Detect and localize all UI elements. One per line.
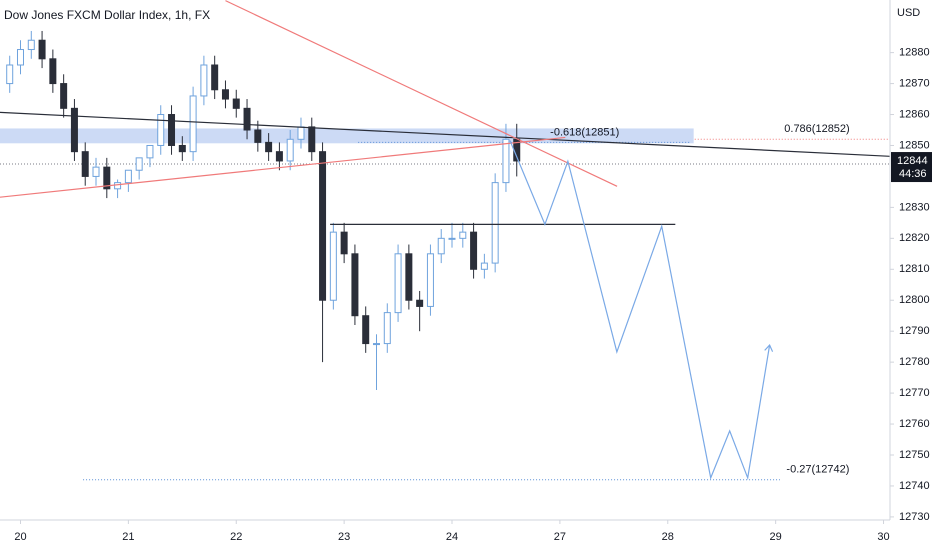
candle-body (502, 138, 510, 184)
candle-body (211, 64, 219, 91)
y-tick-label: 12850 (899, 139, 930, 151)
candle-body (351, 253, 359, 317)
y-tick-label: 12830 (899, 201, 930, 213)
candle-body (92, 166, 100, 177)
candle-body (329, 231, 337, 301)
y-tick-label: 12730 (899, 511, 930, 523)
candle-body (394, 253, 402, 314)
y-tick-label: 12820 (899, 232, 930, 244)
x-tick-label: 20 (14, 531, 26, 543)
x-tick-label: 21 (122, 531, 134, 543)
candle-body (114, 182, 122, 190)
candle-body (189, 95, 197, 153)
candle-body (243, 107, 251, 131)
candle-body (459, 231, 467, 239)
candle-body (372, 343, 380, 346)
candle-body (221, 89, 229, 100)
candle-body (437, 237, 445, 255)
candle-body (286, 138, 294, 162)
candle-body (470, 231, 478, 270)
candle-body (275, 151, 283, 162)
trend-line (225, 0, 618, 187)
candle-body (6, 64, 14, 85)
candle-body (416, 299, 424, 307)
candle-body (168, 114, 176, 146)
trend-line (0, 136, 566, 198)
fib-label: 0.786(12852) (784, 123, 849, 135)
candle-body (178, 144, 186, 153)
x-tick-label: 27 (554, 531, 566, 543)
countdown: 44:36 (899, 168, 927, 180)
x-tick-label: 28 (662, 531, 674, 543)
y-tick-label: 12880 (899, 47, 930, 59)
y-tick-label: 12750 (899, 449, 930, 461)
y-tick-label: 12860 (899, 108, 930, 120)
projection-path (509, 140, 774, 481)
candle-body (448, 237, 456, 240)
candle-body (135, 157, 143, 171)
price-tag (891, 152, 932, 183)
y-tick-label: 12810 (899, 263, 930, 275)
fib-label: -0.27(12742) (786, 464, 849, 476)
candle-body (16, 49, 24, 66)
candle-body (81, 151, 89, 177)
candle-body (146, 144, 154, 159)
y-tick-label: 12790 (899, 325, 930, 337)
candle-body (426, 253, 434, 307)
candle-body (38, 39, 46, 60)
x-tick-label: 22 (230, 531, 242, 543)
y-tick-label: 12740 (899, 480, 930, 492)
candle-body (362, 315, 370, 345)
y-axis-label: USD (897, 7, 920, 19)
candle-body (297, 126, 305, 140)
candle-body (319, 151, 327, 301)
fib-label: -0.618(12851) (550, 126, 619, 138)
y-tick-label: 12780 (899, 356, 930, 368)
candle-body (70, 107, 78, 153)
candle-body (103, 166, 111, 190)
candle-body (383, 312, 391, 345)
candle-body (27, 39, 35, 51)
candle-body (124, 169, 132, 184)
y-tick-label: 12870 (899, 77, 930, 89)
candle-body (480, 262, 488, 270)
price-tag-value: 12844 (897, 155, 928, 167)
chart-title: Dow Jones FXCM Dollar Index, 1h, FX (4, 8, 210, 22)
x-tick-label: 29 (770, 531, 782, 543)
candle-body (232, 98, 240, 109)
x-tick-label: 23 (338, 531, 350, 543)
candle-body (254, 129, 262, 143)
candle-body (405, 253, 413, 301)
candle-body (265, 141, 273, 153)
trend-line (0, 111, 891, 157)
y-tick-label: 12760 (899, 418, 930, 430)
candle-body (60, 83, 68, 109)
plot-area: -0.618(12851) 0.786(12852) -0.27(12742) (0, 0, 891, 481)
x-tick-label: 30 (877, 531, 889, 543)
y-tick-label: 12770 (899, 387, 930, 399)
candle-body (200, 64, 208, 97)
candle-body (157, 114, 165, 146)
candle-body (340, 231, 348, 255)
candle-body (491, 182, 499, 264)
candle-body (49, 58, 57, 85)
candle-body (308, 126, 316, 153)
x-tick-label: 24 (446, 531, 458, 543)
y-tick-label: 12800 (899, 294, 930, 306)
